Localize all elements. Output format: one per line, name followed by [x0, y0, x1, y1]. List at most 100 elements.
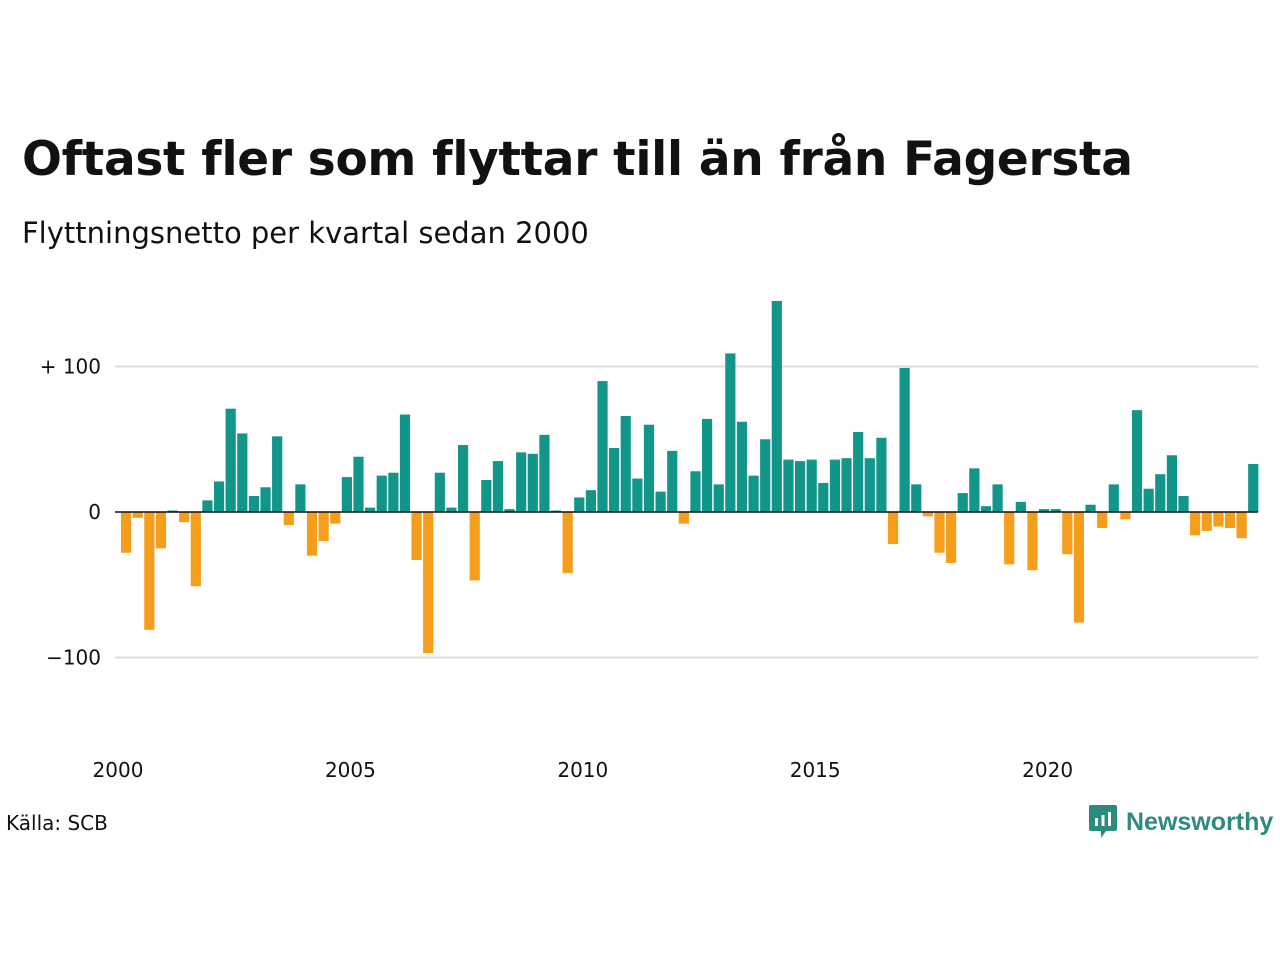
bar-positive [295, 484, 306, 513]
bar-negative [1062, 512, 1073, 555]
bar-negative [121, 512, 132, 553]
bar-positive [213, 481, 225, 512]
bar-positive [702, 418, 713, 512]
bar-negative [469, 512, 480, 581]
x-tick-label: 2020 [1022, 758, 1073, 782]
bar-negative [179, 512, 190, 523]
bar-positive [760, 439, 771, 512]
bar-negative [1027, 512, 1038, 571]
chart-subtitle: Flyttningsnetto per kvartal sedan 2000 [22, 216, 589, 250]
bar-positive [272, 436, 283, 512]
bar-positive [853, 431, 864, 513]
bar-positive [1050, 509, 1061, 512]
grid-lines [115, 365, 1258, 659]
newsworthy-chart-bubble-icon [1089, 805, 1117, 838]
bar-positive [829, 459, 841, 512]
bar-positive [1131, 410, 1143, 512]
bar-positive [794, 461, 806, 512]
bar-positive [806, 459, 817, 512]
bar-negative [934, 512, 945, 553]
bar-positive [643, 424, 655, 512]
bar-positive [376, 475, 387, 513]
bar-positive [655, 491, 666, 512]
bar-negative [318, 512, 329, 542]
bar-negative [922, 512, 933, 517]
bar-positive [434, 472, 445, 512]
bar-negative [1190, 512, 1201, 536]
bar-positive [457, 445, 469, 512]
bar-positive [1143, 488, 1154, 512]
bar-negative [562, 512, 573, 574]
bar-positive [1085, 504, 1096, 513]
bar-positive [248, 496, 260, 513]
bar-negative [190, 512, 201, 587]
bar-positive [527, 453, 538, 512]
bar-positive [841, 458, 852, 513]
x-axis-tick-labels: 2000 2005 2010 2015 2020 [93, 758, 1074, 782]
bar-positive [597, 381, 608, 512]
y-tick-label: 0 [88, 500, 101, 524]
bar-negative [946, 512, 957, 563]
bar-negative [1213, 512, 1224, 527]
bar-positive [620, 415, 631, 512]
bar-positive [1178, 496, 1189, 513]
bar-negative [155, 512, 167, 549]
bar-positive [388, 472, 399, 512]
x-tick-label: 2000 [93, 758, 144, 782]
bar-positive [690, 471, 701, 512]
bar-negative [887, 512, 899, 545]
bar-negative [306, 512, 318, 556]
bar-negative [1224, 512, 1236, 529]
chart-title: Oftast fler som flyttar till än från Fag… [22, 132, 1133, 187]
bar-positive [353, 456, 364, 512]
bar-positive [237, 433, 248, 512]
bar-positive [899, 367, 910, 512]
bar-positive [504, 509, 515, 512]
bar-positive [365, 507, 376, 512]
bar-negative [330, 512, 341, 524]
bar-positive [481, 479, 492, 512]
logo-wordmark: Newsworthy [1126, 807, 1274, 836]
bar-positive [725, 353, 736, 512]
bar-positive [1155, 474, 1166, 512]
bar-positive [492, 461, 504, 512]
bar-positive [864, 458, 875, 513]
bar-positive [1015, 501, 1026, 512]
bar-positive [969, 468, 980, 512]
bar-positive [957, 493, 968, 512]
bar-negative [1073, 512, 1085, 623]
bar-positive [1248, 463, 1259, 513]
bar-positive [225, 408, 236, 512]
bar-positive [516, 452, 527, 513]
bar-negative [144, 512, 155, 630]
y-tick-label: + 100 [40, 355, 101, 379]
bar-chart: + 100 0 −100 2000 2005 2010 2015 2020 [40, 301, 1259, 782]
bar-positive [260, 487, 271, 512]
bar-negative [283, 512, 294, 526]
bar-positive [748, 475, 759, 513]
bar-positive [783, 459, 794, 512]
bar-positive [771, 301, 782, 512]
y-tick-label: −100 [46, 646, 101, 670]
bar-negative [411, 512, 422, 561]
bar-positive [992, 484, 1003, 513]
bar-negative [1004, 512, 1015, 565]
bar-positive [574, 497, 585, 512]
x-tick-label: 2010 [557, 758, 608, 782]
newsworthy-logo: Newsworthy [1088, 803, 1273, 841]
bar-negative [132, 512, 143, 518]
bar-positive [911, 484, 922, 513]
bar-positive [818, 482, 829, 512]
bar-positive [585, 490, 596, 513]
bar-negative [1201, 512, 1212, 531]
bar-positive [876, 437, 887, 512]
bar-positive [1038, 509, 1050, 512]
bar-positive [736, 421, 748, 512]
bar-positive [609, 447, 620, 512]
bar-positive [667, 450, 678, 512]
bar-positive [539, 434, 550, 512]
bar-negative [1236, 512, 1247, 539]
bar-positive [202, 500, 213, 512]
bar-positive [1166, 455, 1177, 512]
x-tick-label: 2015 [790, 758, 841, 782]
